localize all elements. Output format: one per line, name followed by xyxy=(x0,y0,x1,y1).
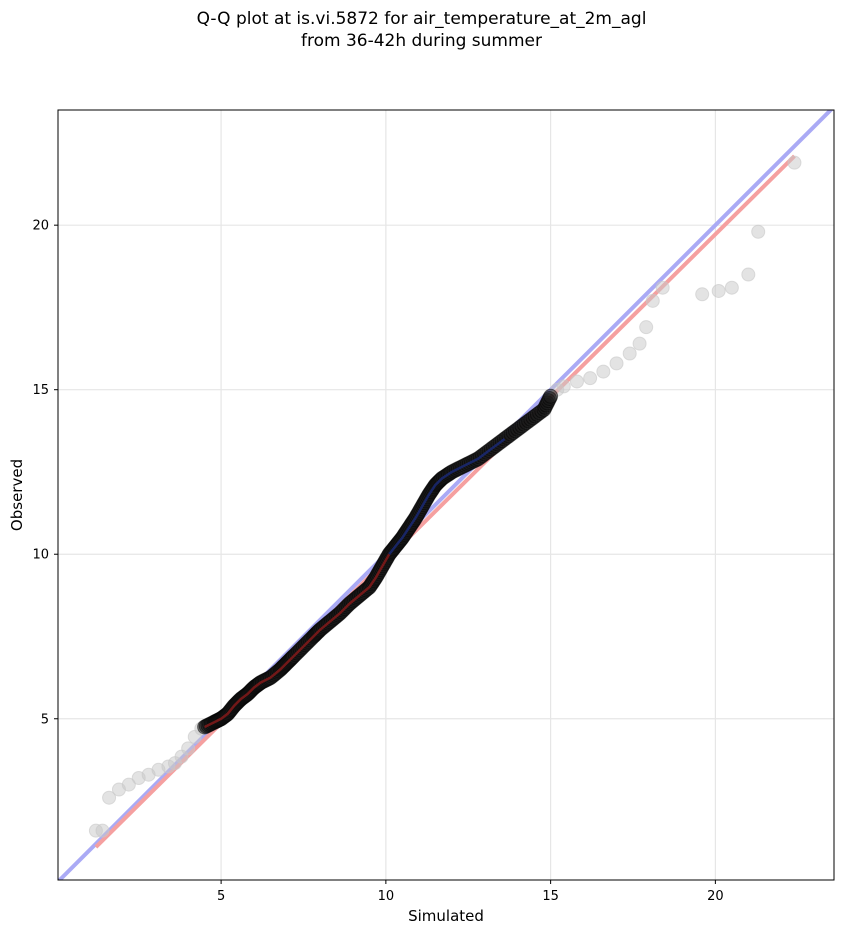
x-tick-label: 10 xyxy=(378,889,395,904)
x-tick-label: 5 xyxy=(217,889,225,904)
axis-ticks: 5 10 15 20 5 10 15 20 xyxy=(32,219,723,904)
central-trace-lower xyxy=(204,553,391,729)
data-area xyxy=(58,110,834,880)
grid-lines xyxy=(58,110,834,880)
y-tick-label: 5 xyxy=(41,712,49,727)
qq-point-outer xyxy=(711,283,726,298)
qq-point-outer xyxy=(724,280,739,295)
qq-point-outer xyxy=(609,356,624,371)
qq-point-outer xyxy=(655,280,670,295)
y-tick-label: 10 xyxy=(32,548,49,563)
qq-point-outer xyxy=(639,320,654,335)
qq-point-outer xyxy=(556,379,571,394)
qq-point xyxy=(543,388,559,404)
qq-point-outer xyxy=(95,823,110,838)
x-axis-label: Simulated xyxy=(408,907,484,925)
qq-point-outer xyxy=(583,371,598,386)
qq-point-outer xyxy=(569,374,584,389)
qq-point-outer xyxy=(102,790,117,805)
central-trace-upper xyxy=(388,438,506,555)
qq-point-outer xyxy=(596,364,611,379)
qq-point-outer xyxy=(751,224,766,239)
x-tick-label: 15 xyxy=(542,889,559,904)
axes-frame xyxy=(57,109,835,881)
qq-point-outer xyxy=(695,287,710,302)
qq-point-outer xyxy=(787,155,802,170)
y-tick-label: 20 xyxy=(32,219,49,234)
qq-point-outer xyxy=(121,777,136,792)
y-tick-label: 15 xyxy=(32,383,49,398)
fit-line xyxy=(94,154,796,849)
qq-point-outer xyxy=(741,267,756,282)
qq-point-outer xyxy=(632,336,647,351)
chart-title-line-2: from 36-42h during summer xyxy=(301,31,542,51)
y-axis-label: Observed xyxy=(8,459,26,531)
x-tick-label: 20 xyxy=(707,889,724,904)
qq-point-outer xyxy=(645,293,660,308)
qq-point-outer xyxy=(622,346,637,361)
qq-point-outer xyxy=(181,741,196,756)
chart-title-line-1: Q-Q plot at is.vi.5872 for air_temperatu… xyxy=(196,9,647,29)
